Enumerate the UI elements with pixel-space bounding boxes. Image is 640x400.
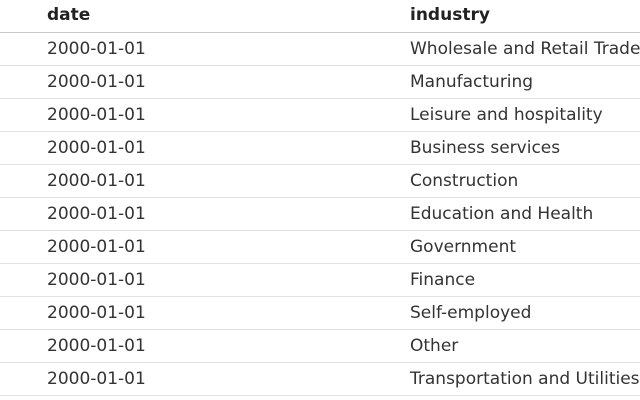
table-cell: Wholesale and Retail Trade: [410, 39, 640, 59]
table-cell: Manufacturing: [410, 72, 534, 92]
table-cell: Leisure and hospitality: [410, 105, 603, 125]
table-cell: Education and Health: [410, 204, 594, 224]
table-row: 2000-01-01 Education and Health: [0, 198, 640, 231]
table-cell: Government: [410, 237, 517, 257]
column-header: industry: [410, 5, 490, 25]
table-cell: 2000-01-01: [47, 72, 146, 92]
table-cell: 2000-01-01: [47, 270, 146, 290]
table-cell: Self-employed: [410, 303, 532, 323]
table-row: 2000-01-01 Other: [0, 330, 640, 363]
table-cell: Transportation and Utilities: [410, 369, 640, 389]
table-row: 2000-01-01 Business services: [0, 132, 640, 165]
table-cell: Business services: [410, 138, 561, 158]
table-cell: 2000-01-01: [47, 369, 146, 389]
table-row: 2000-01-01 Self-employed: [0, 297, 640, 330]
table-cell: 2000-01-01: [47, 138, 146, 158]
column-header: date: [47, 5, 91, 25]
table-cell: 2000-01-01: [47, 237, 146, 257]
table-row: 2000-01-01 Wholesale and Retail Trade: [0, 33, 640, 66]
table-cell: 2000-01-01: [47, 303, 146, 323]
table-row: 2000-01-01 Construction: [0, 165, 640, 198]
header-row: date industry: [0, 0, 640, 33]
table-cell: 2000-01-01: [47, 105, 146, 125]
table-row: 2000-01-01 Government: [0, 231, 640, 264]
table-cell: 2000-01-01: [47, 39, 146, 59]
table-row: 2000-01-01 Manufacturing: [0, 66, 640, 99]
table-cell: Finance: [410, 270, 476, 290]
table-row: 2000-01-01 Transportation and Utilities: [0, 363, 640, 396]
table-row: 2000-01-01 Finance: [0, 264, 640, 297]
table-cell: Construction: [410, 171, 519, 191]
table-row: 2000-01-01 Leisure and hospitality: [0, 99, 640, 132]
table-cell: 2000-01-01: [47, 171, 146, 191]
table-cell: 2000-01-01: [47, 336, 146, 356]
table-cell: Other: [410, 336, 459, 356]
table-cell: 2000-01-01: [47, 204, 146, 224]
